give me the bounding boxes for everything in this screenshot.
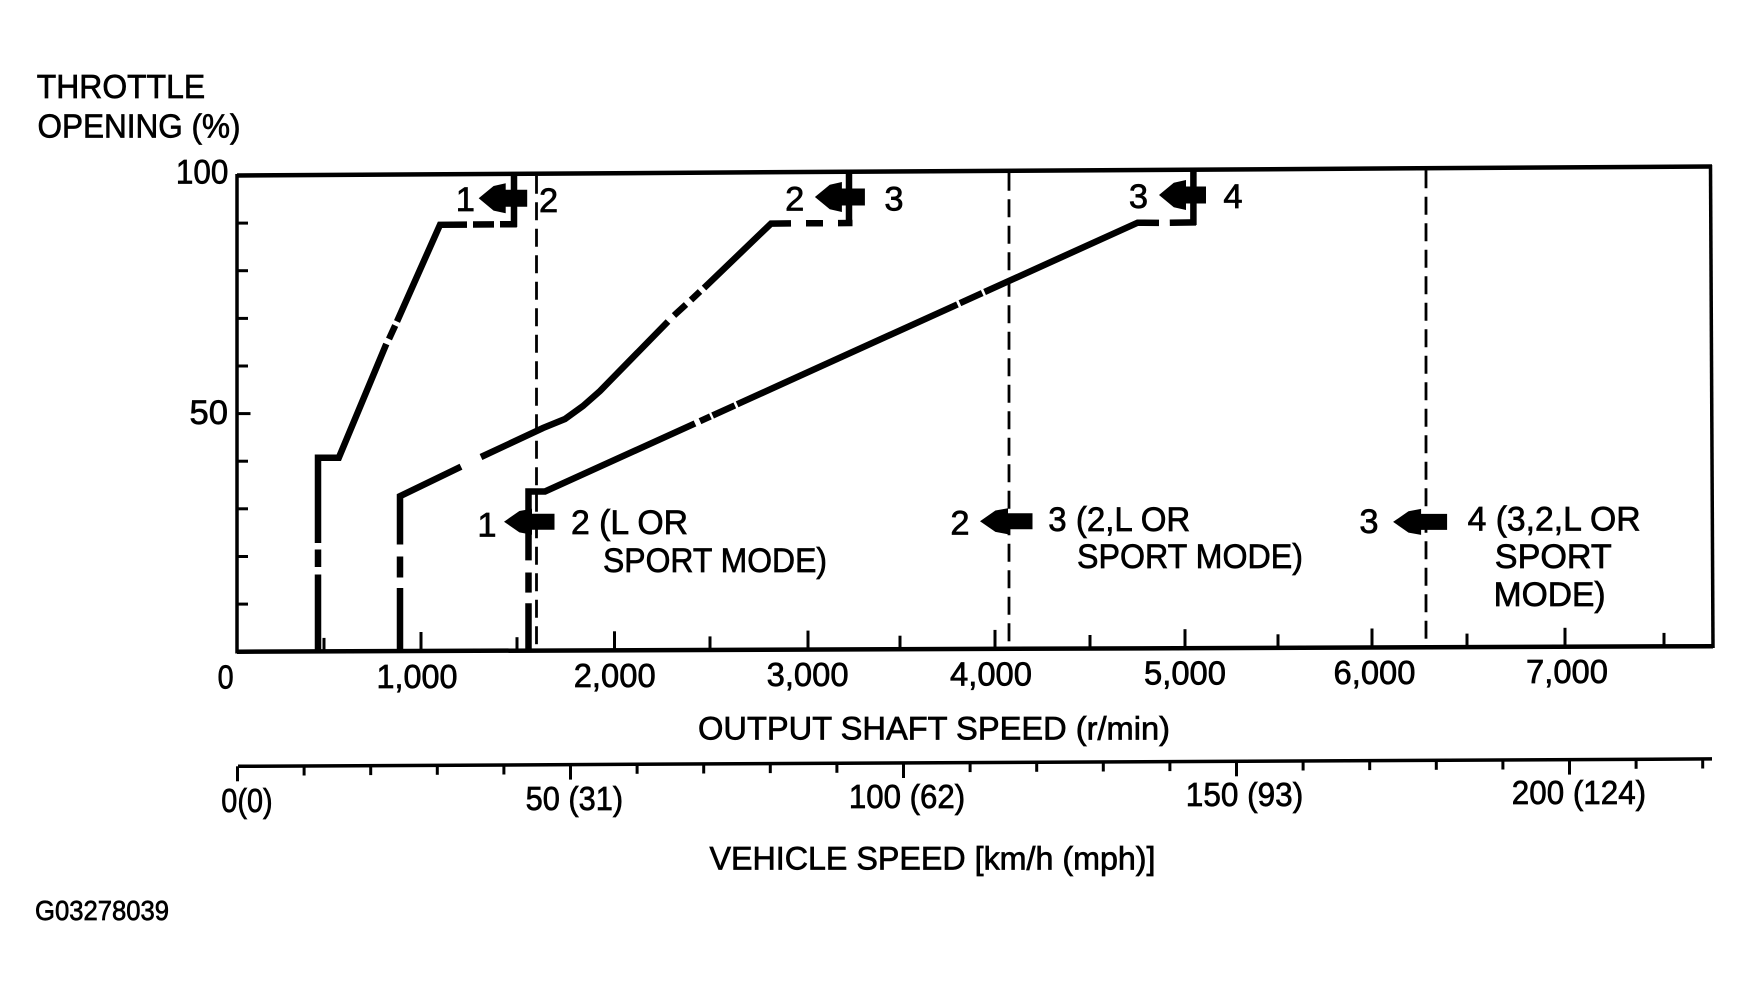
- svg-text:1,000: 1,000: [377, 659, 458, 696]
- svg-text:200 (124): 200 (124): [1512, 775, 1646, 812]
- svg-text:4 (3,2,L OR: 4 (3,2,L OR: [1468, 500, 1641, 538]
- svg-text:1: 1: [477, 506, 496, 544]
- svg-text:150 (93): 150 (93): [1186, 777, 1303, 814]
- svg-text:VEHICLE SPEED [km/h (mph)]: VEHICLE SPEED [km/h (mph)]: [710, 841, 1156, 877]
- svg-text:MODE): MODE): [1494, 576, 1606, 614]
- svg-text:SPORT: SPORT: [1495, 538, 1612, 576]
- svg-text:7,000: 7,000: [1526, 654, 1608, 691]
- svg-text:100: 100: [176, 154, 229, 192]
- svg-text:2: 2: [539, 182, 558, 220]
- svg-text:OPENING (%): OPENING (%): [38, 108, 241, 145]
- svg-text:G03278039: G03278039: [35, 895, 169, 926]
- svg-text:SPORT MODE): SPORT MODE): [1077, 538, 1303, 576]
- svg-text:50: 50: [190, 394, 229, 432]
- svg-text:2,000: 2,000: [574, 658, 656, 695]
- svg-text:50 (31): 50 (31): [526, 781, 624, 818]
- svg-text:3,000: 3,000: [767, 657, 849, 694]
- svg-text:2: 2: [785, 181, 804, 219]
- svg-text:0: 0: [218, 660, 234, 697]
- svg-text:3: 3: [1129, 178, 1148, 216]
- svg-text:3: 3: [1359, 503, 1378, 541]
- svg-text:THROTTLE: THROTTLE: [37, 69, 205, 106]
- svg-text:3 (2,L OR: 3 (2,L OR: [1048, 501, 1190, 539]
- svg-text:5,000: 5,000: [1144, 656, 1226, 693]
- svg-text:0(0): 0(0): [221, 783, 272, 820]
- svg-text:4,000: 4,000: [950, 657, 1032, 694]
- svg-text:2 (L OR: 2 (L OR: [571, 504, 688, 542]
- svg-text:OUTPUT SHAFT SPEED (r/min): OUTPUT SHAFT SPEED (r/min): [698, 711, 1170, 747]
- svg-text:6,000: 6,000: [1334, 655, 1416, 692]
- svg-text:SPORT MODE): SPORT MODE): [603, 542, 827, 580]
- svg-text:2: 2: [950, 504, 969, 542]
- svg-text:1: 1: [456, 181, 475, 219]
- svg-text:3: 3: [884, 181, 903, 219]
- svg-text:4: 4: [1223, 178, 1242, 216]
- svg-text:100 (62): 100 (62): [849, 779, 965, 816]
